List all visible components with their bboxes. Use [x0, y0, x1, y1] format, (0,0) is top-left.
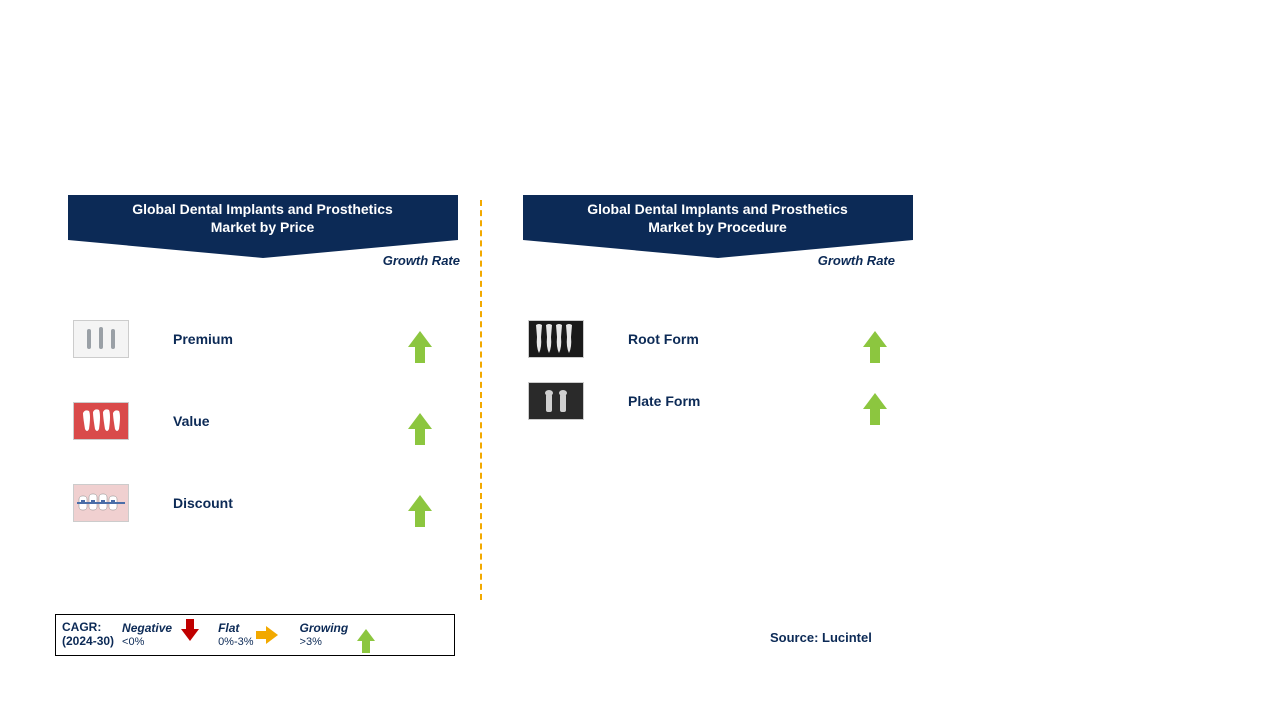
banner-title-line2: Market by Procedure — [648, 219, 787, 235]
legend-label-negative: Negative — [122, 622, 172, 635]
banner-title-line1: Global Dental Implants and Prosthetics — [587, 201, 848, 217]
banner-title-line2: Market by Price — [211, 219, 315, 235]
panel-banner-price: Global Dental Implants and Prosthetics M… — [68, 195, 458, 240]
arrow-premium — [390, 331, 450, 347]
legend-title-line1: CAGR: — [62, 620, 101, 634]
growth-rate-header: Growth Rate — [383, 253, 460, 268]
row-discount: Discount — [55, 484, 470, 522]
growing-arrow-icon — [408, 495, 432, 511]
negative-arrow-icon — [176, 629, 204, 641]
banner-title-line1: Global Dental Implants and Prosthetics — [132, 201, 393, 217]
legend-label-flat: Flat — [218, 622, 253, 635]
legend-sub-growing: >3% — [300, 636, 349, 648]
vertical-divider — [480, 200, 482, 600]
growing-arrow-icon — [863, 393, 887, 409]
thumb-discount-icon — [73, 484, 129, 522]
growth-rate-header: Growth Rate — [818, 253, 895, 268]
label-discount: Discount — [129, 495, 390, 511]
infographic-container: Global Dental Implants and Prosthetics M… — [55, 195, 925, 566]
price-rows: Premium Value — [55, 320, 470, 522]
legend-item-flat: Flat 0%-3% — [216, 622, 287, 647]
arrow-root-form — [845, 331, 905, 347]
label-premium: Premium — [129, 331, 390, 347]
flat-arrow-icon — [258, 626, 286, 644]
source-label: Source: Lucintel — [770, 630, 872, 645]
legend-sub-flat: 0%-3% — [218, 636, 253, 648]
cagr-legend: CAGR: (2024-30) Negative <0% Flat 0%-3% … — [55, 614, 455, 656]
legend-title-line2: (2024-30) — [62, 634, 114, 648]
panel-by-procedure: Global Dental Implants and Prosthetics M… — [490, 195, 925, 566]
thumb-value-icon — [73, 402, 129, 440]
thumb-premium-icon — [73, 320, 129, 358]
arrow-value — [390, 413, 450, 429]
label-plate-form: Plate Form — [584, 393, 845, 409]
label-root-form: Root Form — [584, 331, 845, 347]
procedure-rows: Root Form Plate Form — [510, 320, 925, 420]
growing-arrow-icon — [408, 331, 432, 347]
growing-arrow-icon — [863, 331, 887, 347]
row-plate-form: Plate Form — [510, 382, 925, 420]
panel-banner-procedure: Global Dental Implants and Prosthetics M… — [523, 195, 913, 240]
thumb-root-form-icon — [528, 320, 584, 358]
legend-item-negative: Negative <0% — [120, 622, 206, 647]
row-value: Value — [55, 402, 470, 440]
legend-item-growing: Growing >3% — [298, 622, 383, 647]
label-value: Value — [129, 413, 390, 429]
legend-title: CAGR: (2024-30) — [56, 621, 120, 649]
legend-label-growing: Growing — [300, 622, 349, 635]
thumb-plate-form-icon — [528, 382, 584, 420]
arrow-discount — [390, 495, 450, 511]
row-root-form: Root Form — [510, 320, 925, 358]
panel-by-price: Global Dental Implants and Prosthetics M… — [55, 195, 490, 566]
arrow-plate-form — [845, 393, 905, 409]
growing-arrow-icon — [352, 629, 380, 641]
growing-arrow-icon — [408, 413, 432, 429]
row-premium: Premium — [55, 320, 470, 358]
legend-sub-negative: <0% — [122, 636, 172, 648]
